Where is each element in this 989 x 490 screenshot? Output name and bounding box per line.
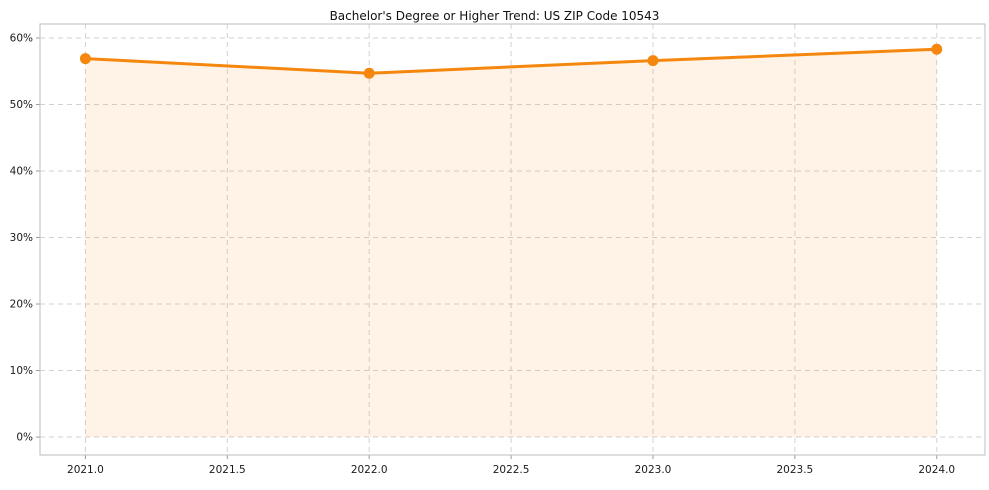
area-fill xyxy=(85,49,937,438)
x-tick-label: 2023.5 xyxy=(776,464,813,476)
data-point-marker xyxy=(647,55,659,67)
trend-line xyxy=(83,47,939,75)
x-tick-label: 2023.0 xyxy=(635,464,672,476)
y-tick-label: 30% xyxy=(10,232,33,244)
y-tick-label: 50% xyxy=(10,99,33,111)
y-tick-label: 20% xyxy=(10,299,33,311)
x-tick-label: 2024.0 xyxy=(918,464,955,476)
chart-title: Bachelor's Degree or Higher Trend: US ZI… xyxy=(329,9,660,23)
x-tick-label: 2021.0 xyxy=(67,464,104,476)
plot-border xyxy=(39,23,986,456)
x-tick-label: 2022.5 xyxy=(493,464,530,476)
y-tick-label: 10% xyxy=(10,365,33,377)
x-tick-label: 2021.5 xyxy=(209,464,246,476)
data-point-marker xyxy=(79,53,91,65)
y-tick-label: 60% xyxy=(10,32,33,44)
data-point-marker xyxy=(931,43,943,55)
x-tick-label: 2022.0 xyxy=(351,464,388,476)
y-tick-label: 40% xyxy=(10,165,33,177)
data-point-marker xyxy=(363,67,375,79)
y-tick-label: 0% xyxy=(16,432,33,444)
